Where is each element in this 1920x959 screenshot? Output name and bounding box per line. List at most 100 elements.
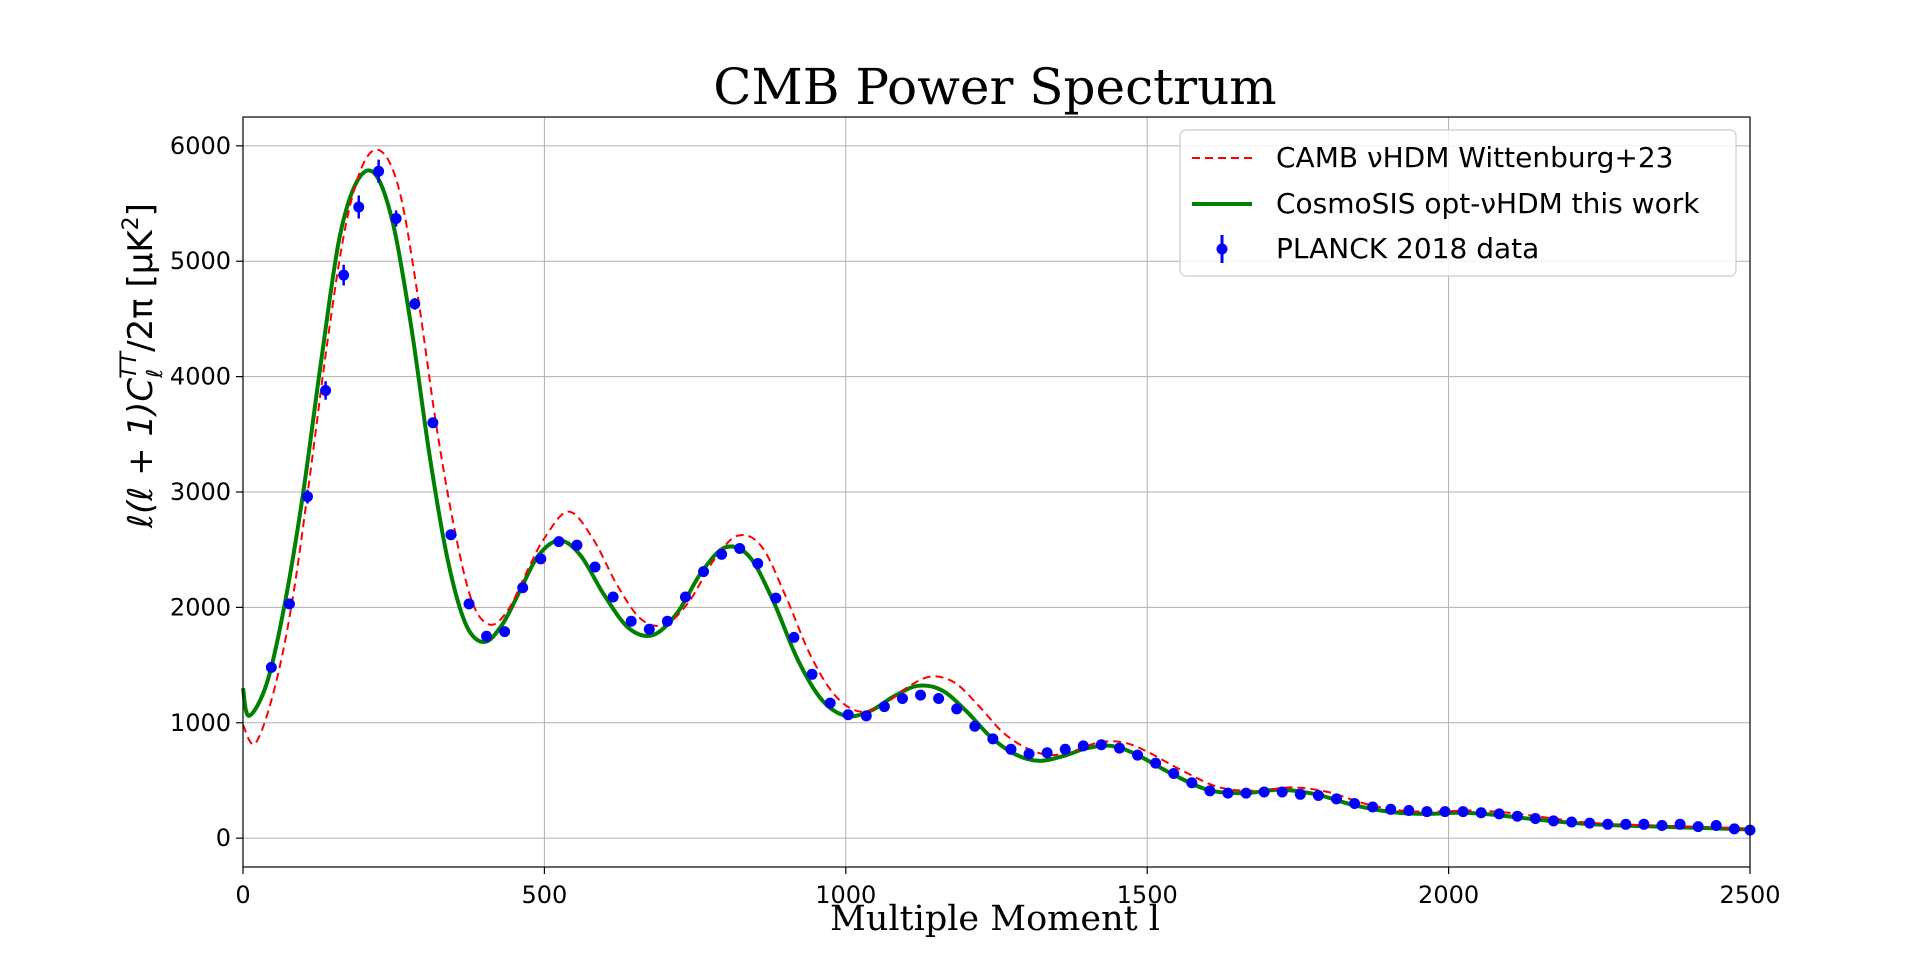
y-tick-label: 0 <box>216 824 231 852</box>
planck-data-point <box>734 543 746 555</box>
planck-data-point <box>1023 748 1035 760</box>
planck-data-point <box>517 582 529 594</box>
planck-data-point <box>1457 806 1469 818</box>
y-axis-label-end: ] <box>121 203 161 216</box>
planck-data-point <box>788 631 800 643</box>
planck-data-point <box>860 710 872 722</box>
planck-data-point <box>1240 787 1252 799</box>
planck-data-point <box>1276 786 1288 798</box>
planck-data-point <box>1041 747 1053 759</box>
planck-data-point <box>896 693 908 705</box>
planck-data-point <box>1692 821 1704 833</box>
x-tick-label: 2000 <box>1418 881 1479 909</box>
planck-data-point <box>1493 808 1505 820</box>
planck-data-point <box>1168 768 1180 780</box>
planck-data-point <box>951 703 963 715</box>
planck-data-point <box>643 623 655 635</box>
planck-data-point <box>1186 777 1198 789</box>
planck-data-point <box>698 566 710 578</box>
planck-data-point <box>445 529 457 541</box>
planck-data-point <box>1620 818 1632 830</box>
axis-ticks: 0 500 1000 1500 2000 2500 0 1000 2000 3000 4000 500… <box>170 132 1781 909</box>
planck-data-point <box>1638 818 1650 830</box>
planck-data-point <box>987 733 999 745</box>
legend-marker-planck <box>1216 243 1228 255</box>
planck-data-point <box>1439 806 1451 818</box>
planck-data-point <box>535 553 547 565</box>
y-axis-label: ℓ(ℓ + 1)CℓTT/2π [μK2] <box>117 203 168 529</box>
planck-data-point <box>1728 823 1740 835</box>
planck-data-point <box>1330 793 1342 805</box>
planck-data-point <box>1294 788 1306 800</box>
planck-data-point <box>463 598 475 610</box>
planck-data-point <box>625 615 637 627</box>
x-axis-label: Multiple Moment l <box>830 899 1160 939</box>
chart-title: CMB Power Spectrum <box>713 58 1276 116</box>
y-tick-label: 6000 <box>170 132 231 160</box>
planck-data-point <box>481 630 493 642</box>
planck-data-point <box>770 592 782 604</box>
planck-data-point <box>824 697 836 709</box>
legend-label-cosmosis: CosmoSIS opt-νHDM this work <box>1276 187 1700 220</box>
planck-data-point <box>1584 817 1596 829</box>
planck-data-point <box>409 298 421 310</box>
planck-data-point <box>1005 743 1017 755</box>
planck-data-point <box>553 536 565 548</box>
y-axis-label-sup: TT <box>117 350 142 378</box>
planck-data-point <box>1385 803 1397 815</box>
planck-data-point <box>589 561 601 573</box>
planck-data-point <box>1367 801 1379 813</box>
x-tick-label: 2500 <box>1719 881 1780 909</box>
planck-data-point <box>806 668 818 680</box>
x-tick-label: 0 <box>235 881 250 909</box>
legend: CAMB νHDM Wittenburg+23 CosmoSIS opt-νHD… <box>1179 129 1737 277</box>
planck-data-point <box>1602 818 1614 830</box>
planck-data-point <box>1204 785 1216 797</box>
planck-data-point <box>1077 740 1089 752</box>
planck-data-point <box>265 661 277 673</box>
series-cosmosis-line <box>241 168 1751 832</box>
planck-data-point <box>1566 816 1578 828</box>
planck-data-point <box>320 384 332 396</box>
planck-data-point <box>373 165 385 177</box>
planck-data-point <box>915 689 927 701</box>
planck-data-point <box>390 213 402 225</box>
planck-data-point <box>571 539 583 551</box>
planck-data-point <box>969 720 981 732</box>
planck-data-point <box>301 491 313 503</box>
planck-data-point <box>1132 749 1144 761</box>
y-tick-label: 5000 <box>170 247 231 275</box>
planck-data-point <box>1095 739 1107 751</box>
planck-data-point <box>1475 807 1487 819</box>
legend-label-camb: CAMB νHDM Wittenburg+23 <box>1276 141 1673 174</box>
y-tick-label: 4000 <box>170 363 231 391</box>
data-points <box>265 159 1756 836</box>
y-axis-label-sup2: 2 <box>119 216 144 230</box>
planck-data-point <box>1529 813 1541 825</box>
planck-data-point <box>1349 798 1361 810</box>
y-axis-label-sub: ℓ <box>143 369 168 379</box>
planck-data-point <box>661 615 673 627</box>
y-axis-label-tail: /2π [μK <box>121 229 161 352</box>
planck-data-point <box>1403 804 1415 816</box>
planck-data-point <box>842 709 854 721</box>
planck-data-point <box>1258 786 1270 798</box>
planck-data-point <box>338 269 350 281</box>
y-tick-label: 3000 <box>170 478 231 506</box>
planck-data-point <box>752 558 764 570</box>
y-tick-label: 2000 <box>170 593 231 621</box>
x-tick-label: 1000 <box>815 881 876 909</box>
planck-data-point <box>1547 815 1559 827</box>
planck-data-point <box>716 548 728 560</box>
planck-data-point <box>427 417 439 429</box>
planck-data-point <box>1710 819 1722 831</box>
planck-data-point <box>607 591 619 603</box>
legend-label-planck: PLANCK 2018 data <box>1276 232 1539 265</box>
planck-data-point <box>878 701 890 713</box>
planck-data-point <box>1222 787 1234 799</box>
planck-data-point <box>679 591 691 603</box>
planck-data-point <box>1511 810 1523 822</box>
planck-data-point <box>283 598 295 610</box>
planck-data-point <box>1150 757 1162 769</box>
